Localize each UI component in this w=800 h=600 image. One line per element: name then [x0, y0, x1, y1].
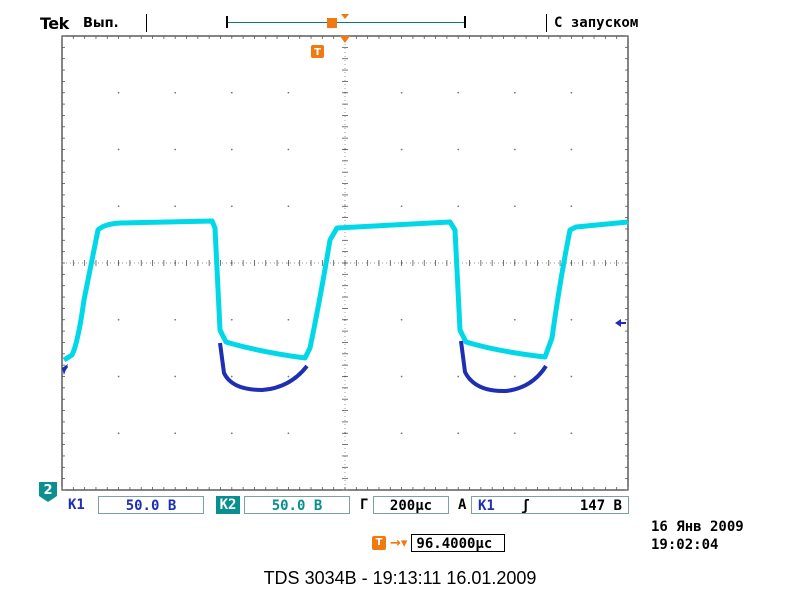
ch1-label: K1	[68, 497, 85, 513]
record-length-bar	[228, 22, 464, 23]
grid-dot	[287, 318, 290, 321]
grid-dot	[230, 148, 233, 151]
grid-dot	[230, 91, 233, 94]
grid-dot	[457, 91, 460, 94]
trigger-t-icon-letter: T	[314, 47, 321, 58]
trigger-slope-icon: ʃ	[521, 498, 530, 514]
trigger-level-line	[620, 322, 626, 324]
trigger-source: K1	[478, 498, 495, 514]
grid-dot	[287, 148, 290, 151]
trigger-position-marker	[340, 36, 350, 43]
grid-dot	[513, 91, 516, 94]
grid-dot	[174, 91, 177, 94]
grid-dot	[570, 91, 573, 94]
grid-dot	[174, 148, 177, 151]
ch1-ground-marker	[62, 364, 68, 375]
grid-dot	[287, 432, 290, 435]
left-arrow-icon	[615, 319, 621, 327]
grid-dot	[400, 205, 403, 208]
grid-dot	[457, 432, 460, 435]
trigger-level-value: 147 В	[579, 498, 622, 514]
grid-dot	[117, 432, 120, 435]
grid-dot	[230, 375, 233, 378]
grid-dot	[457, 375, 460, 378]
grid-dot	[570, 432, 573, 435]
trigger-position-readout[interactable]: T →▾ 96.4000μс	[372, 534, 506, 552]
timebase-value[interactable]: 200μс	[373, 496, 449, 514]
grid-dot	[117, 91, 120, 94]
grid-dot	[117, 318, 120, 321]
grid-dot	[230, 205, 233, 208]
datetime-block: 16 Янв 2009 19:02:04	[651, 518, 744, 554]
grid-dot	[174, 432, 177, 435]
ch1-trace-2	[459, 340, 548, 394]
grid-dot	[400, 318, 403, 321]
header-separator	[146, 14, 147, 32]
grid-dot	[570, 375, 573, 378]
grid-dot	[513, 318, 516, 321]
brand-logo: Tek	[40, 14, 69, 33]
grid-dot	[400, 148, 403, 151]
ch2-scale[interactable]: 50.0 В	[244, 496, 350, 514]
grid-dot	[513, 148, 516, 151]
grid-dot	[570, 318, 573, 321]
grid-dot	[570, 205, 573, 208]
trigger-position-value: 96.4000μс	[411, 534, 506, 552]
record-bar-right-bracket	[464, 16, 466, 28]
trigger-mode-label: С запуском	[554, 15, 639, 31]
graticule-grid	[61, 35, 629, 491]
grid-dot	[174, 318, 177, 321]
grid-dot	[287, 375, 290, 378]
trigger-mode-letter: А	[458, 497, 467, 513]
grid-dot	[513, 432, 516, 435]
footer-title: TDS 3034B - 19:13:11 16.01.2009	[263, 568, 537, 588]
ch1-trace-1	[218, 342, 309, 392]
grid-dot	[230, 318, 233, 321]
header-separator	[546, 14, 547, 32]
trigger-point-top-marker	[341, 14, 349, 19]
right-arrow-icon: →▾	[390, 535, 408, 551]
grid-dot	[513, 375, 516, 378]
record-window-marker	[327, 18, 337, 28]
grid-dot	[117, 375, 120, 378]
ch2-label: K2	[216, 496, 240, 514]
grid-dot	[174, 205, 177, 208]
ch1-scale[interactable]: 50.0 В	[98, 496, 204, 514]
time-text: 19:02:04	[651, 537, 719, 553]
grid-dot	[287, 205, 290, 208]
grid-dot	[174, 375, 177, 378]
grid-dot	[457, 148, 460, 151]
grid-dot	[400, 91, 403, 94]
ch2-trace	[62, 218, 629, 363]
trigger-t-icon	[311, 45, 324, 58]
grid-dot	[117, 205, 120, 208]
trigger-t-icon: T	[372, 536, 386, 550]
timebase-label: Г	[360, 497, 369, 513]
record-bar-left-bracket	[226, 16, 228, 28]
acquisition-state: Вып.	[83, 16, 119, 31]
grid-dot	[400, 432, 403, 435]
grid-dot	[230, 432, 233, 435]
grid-dot	[457, 205, 460, 208]
grid-dot	[513, 205, 516, 208]
grid-dot	[287, 91, 290, 94]
grid-dot	[400, 375, 403, 378]
date-text: 16 Янв 2009	[651, 519, 744, 535]
grid-dot	[570, 148, 573, 151]
ch2-ground-badge: 2	[39, 482, 57, 502]
trigger-readout-box[interactable]: K1 ʃ 147 В	[471, 496, 629, 514]
grid-dot	[117, 148, 120, 151]
